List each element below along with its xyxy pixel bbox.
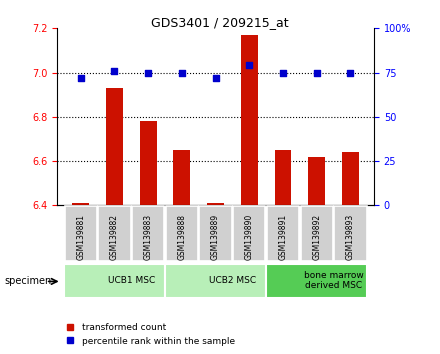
Text: GSM139881: GSM139881: [76, 214, 85, 260]
FancyBboxPatch shape: [64, 264, 165, 298]
Text: GSM139893: GSM139893: [346, 214, 355, 260]
Bar: [241, 35, 258, 205]
Text: GSM139883: GSM139883: [144, 214, 153, 260]
Bar: [173, 150, 191, 205]
Text: GSM139892: GSM139892: [312, 214, 321, 260]
Text: GSM139891: GSM139891: [279, 214, 287, 260]
Text: GSM139882: GSM139882: [110, 214, 119, 260]
Bar: [140, 121, 157, 205]
Point: [77, 75, 84, 81]
Bar: [106, 88, 123, 205]
Text: UCB1 MSC: UCB1 MSC: [108, 276, 155, 285]
FancyBboxPatch shape: [166, 206, 198, 261]
Text: UCB2 MSC: UCB2 MSC: [209, 276, 256, 285]
FancyBboxPatch shape: [267, 206, 299, 261]
Point: [111, 68, 118, 74]
FancyBboxPatch shape: [132, 206, 165, 261]
FancyBboxPatch shape: [199, 206, 232, 261]
FancyBboxPatch shape: [165, 264, 266, 298]
Point: [246, 63, 253, 68]
Text: specimen: specimen: [4, 276, 51, 286]
Point: [347, 70, 354, 75]
Bar: [308, 156, 325, 205]
Point: [145, 70, 152, 75]
Text: bone marrow
derived MSC: bone marrow derived MSC: [304, 271, 363, 290]
Text: GDS3401 / 209215_at: GDS3401 / 209215_at: [151, 16, 289, 29]
FancyBboxPatch shape: [65, 206, 97, 261]
FancyBboxPatch shape: [301, 206, 333, 261]
Point: [212, 75, 219, 81]
Legend: transformed count, percentile rank within the sample: transformed count, percentile rank withi…: [62, 320, 238, 349]
Bar: [275, 150, 291, 205]
FancyBboxPatch shape: [98, 206, 131, 261]
Point: [313, 70, 320, 75]
Text: GSM139888: GSM139888: [177, 214, 187, 260]
Text: GSM139890: GSM139890: [245, 214, 254, 260]
Point: [178, 70, 185, 75]
Bar: [207, 203, 224, 205]
Bar: [72, 203, 89, 205]
Point: [279, 70, 286, 75]
Text: GSM139889: GSM139889: [211, 214, 220, 260]
FancyBboxPatch shape: [233, 206, 265, 261]
Bar: [342, 152, 359, 205]
FancyBboxPatch shape: [334, 206, 367, 261]
FancyBboxPatch shape: [266, 264, 367, 298]
